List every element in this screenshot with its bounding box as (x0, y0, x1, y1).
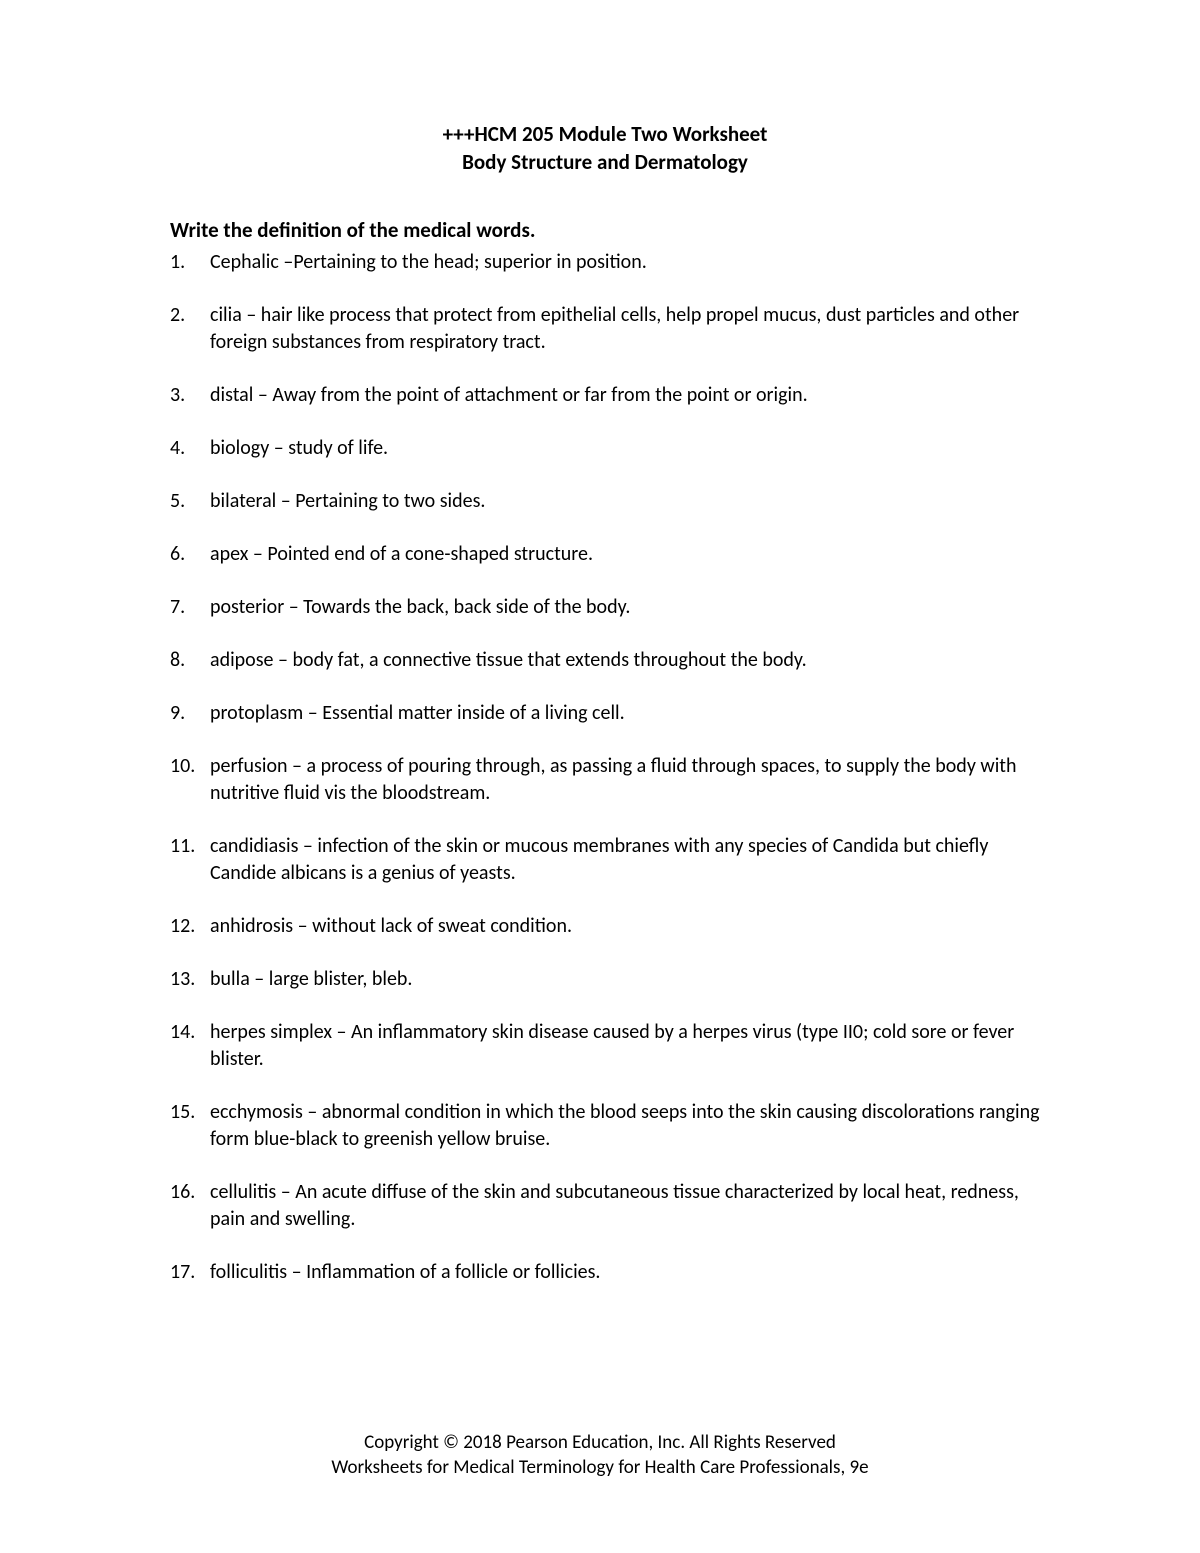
title-block: +++HCM 205 Module Two Worksheet Body Str… (170, 120, 1040, 177)
definition-item: herpes simplex – An inflammatory skin di… (170, 1019, 1040, 1073)
definition-item: ecchymosis – abnormal condition in which… (170, 1099, 1040, 1153)
definition-item: posterior – Towards the back, back side … (170, 594, 1040, 621)
page-content: +++HCM 205 Module Two Worksheet Body Str… (0, 0, 1200, 1392)
definition-item: bulla – large blister, bleb. (170, 966, 1040, 993)
definition-item: distal – Away from the point of attachme… (170, 382, 1040, 409)
title-line-2: Body Structure and Dermatology (170, 148, 1040, 176)
definition-item: protoplasm – Essential matter inside of … (170, 700, 1040, 727)
definition-item: folliculitis – Inflammation of a follicl… (170, 1259, 1040, 1286)
definition-item: biology – study of life. (170, 435, 1040, 462)
copyright-line: Copyright © 2018 Pearson Education, Inc.… (0, 1430, 1200, 1456)
title-line-1: +++HCM 205 Module Two Worksheet (170, 120, 1040, 148)
instruction-heading: Write the definition of the medical word… (170, 217, 1040, 243)
definition-item: apex – Pointed end of a cone-shaped stru… (170, 541, 1040, 568)
definition-item: candidiasis – infection of the skin or m… (170, 833, 1040, 887)
definition-item: perfusion – a process of pouring through… (170, 753, 1040, 807)
definition-item: cilia – hair like process that protect f… (170, 302, 1040, 356)
definition-item: cellulitis – An acute diffuse of the ski… (170, 1179, 1040, 1233)
page-footer: Copyright © 2018 Pearson Education, Inc.… (0, 1430, 1200, 1481)
definitions-list: Cephalic –Pertaining to the head; superi… (170, 249, 1040, 1286)
definition-item: bilateral – Pertaining to two sides. (170, 488, 1040, 515)
definition-item: Cephalic –Pertaining to the head; superi… (170, 249, 1040, 276)
footer-subtitle: Worksheets for Medical Terminology for H… (0, 1455, 1200, 1481)
definition-item: adipose – body fat, a connective tissue … (170, 647, 1040, 674)
definition-item: anhidrosis – without lack of sweat condi… (170, 913, 1040, 940)
